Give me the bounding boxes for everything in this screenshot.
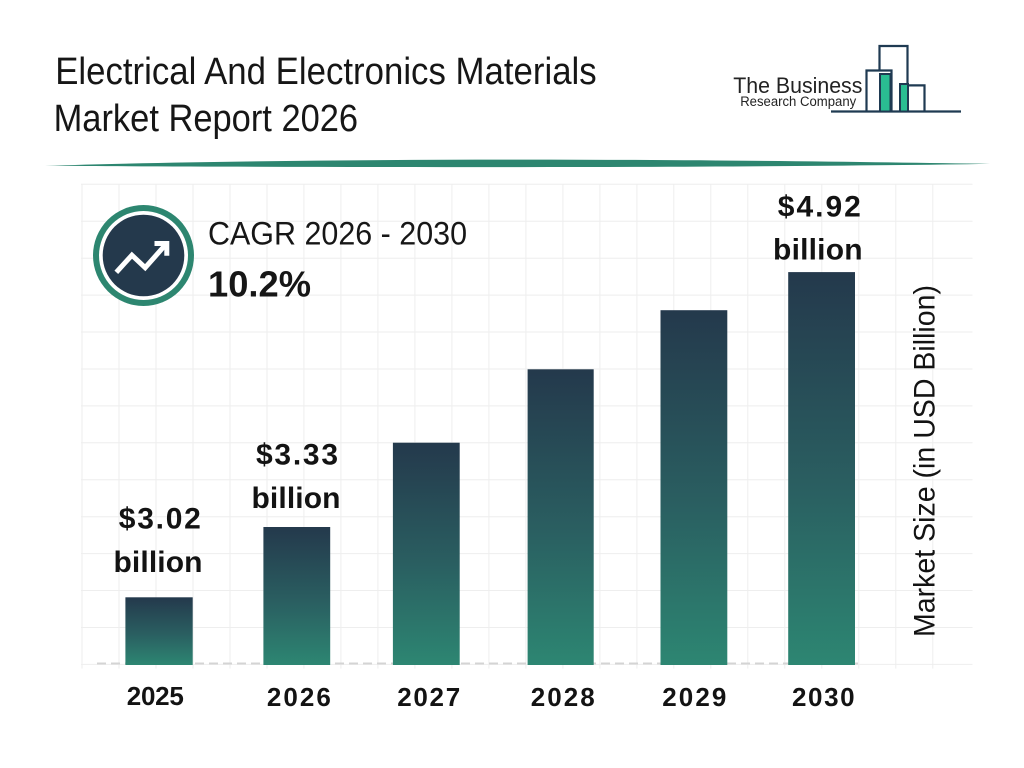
svg-text:2026: 2026 — [267, 682, 331, 712]
svg-text:2025: 2025 — [127, 681, 184, 711]
svg-text:CAGR 2026 - 2030: CAGR 2026 - 2030 — [208, 216, 467, 252]
svg-text:10.2%: 10.2% — [208, 264, 311, 305]
svg-text:$4.92: $4.92 — [778, 190, 861, 223]
svg-text:Research Company: Research Company — [740, 94, 856, 109]
svg-text:Market Report 2026: Market Report 2026 — [54, 98, 359, 140]
svg-text:2027: 2027 — [397, 682, 460, 712]
svg-text:billion: billion — [114, 546, 203, 579]
svg-text:2028: 2028 — [531, 682, 595, 712]
svg-text:The Business: The Business — [733, 73, 862, 98]
svg-text:$3.33: $3.33 — [256, 438, 338, 471]
svg-text:2030: 2030 — [792, 682, 855, 712]
svg-text:2029: 2029 — [662, 682, 726, 712]
svg-text:Electrical And Electronics Mat: Electrical And Electronics Materials — [55, 51, 597, 93]
svg-text:billion: billion — [252, 482, 341, 515]
svg-text:billion: billion — [773, 234, 863, 267]
svg-text:$3.02: $3.02 — [119, 502, 201, 535]
svg-text:Market Size (in USD Billion): Market Size (in USD Billion) — [908, 285, 941, 637]
